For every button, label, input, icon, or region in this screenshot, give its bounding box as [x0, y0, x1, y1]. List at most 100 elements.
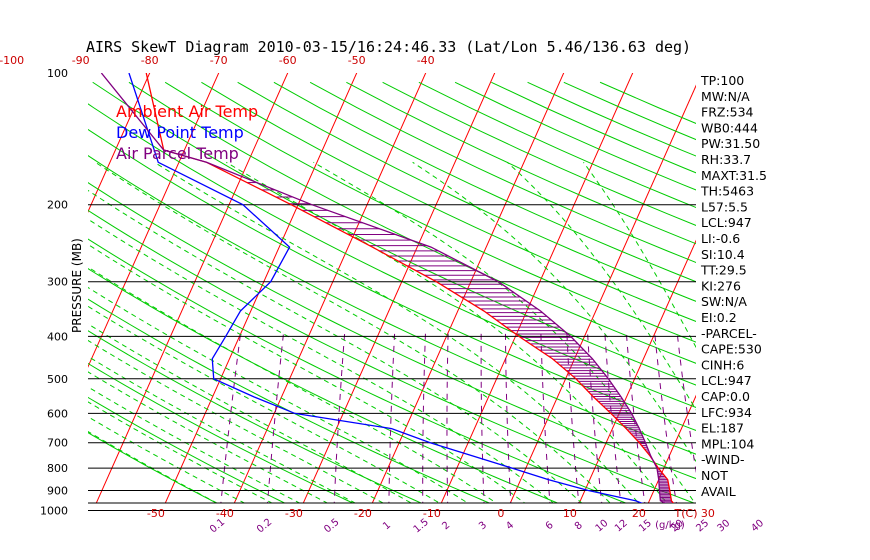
mixing-ratio-tick-label: 15 [637, 518, 654, 535]
bottom-temp-tick-label: -40 [216, 507, 234, 520]
moist-adiabat-line [88, 430, 218, 503]
top-temp-tick-label: -80 [141, 54, 159, 67]
stat-item: LFC:934 [701, 405, 752, 420]
stat-item: LCL:947 [701, 373, 752, 388]
mixing-ratio-line [504, 331, 512, 503]
mixing-ratio-line [540, 331, 551, 503]
mixing-ratio-tick-label: 8 [573, 520, 585, 533]
moist-adiabat-line [88, 189, 583, 503]
dry-adiabat-line [88, 268, 559, 503]
dry-adiabat-line [491, 81, 696, 174]
dry-adiabat-line [88, 396, 286, 503]
isotherm-line [95, 73, 289, 503]
profiles [100, 73, 675, 503]
bottom-temp-tick-label: -30 [285, 507, 303, 520]
stat-item: SI:10.4 [701, 247, 745, 262]
mixing-ratio-line [654, 331, 677, 503]
top-temp-tick-label: -70 [210, 54, 228, 67]
pressure-tick-label: 200 [47, 199, 68, 212]
pressure-tick-label: 900 [47, 484, 68, 497]
isotherm-line [88, 73, 220, 368]
dry-adiabat-line [237, 81, 696, 302]
stat-item: NOT [701, 468, 728, 483]
dry-adiabat-line [88, 298, 491, 503]
legend: Ambient Air Temp Dew Point Temp Air Parc… [116, 102, 258, 163]
mixing-ratio-tick-label: 10 [594, 518, 611, 535]
mixing-ratio-line [587, 331, 603, 503]
legend-ambient-air-temp: Ambient Air Temp [116, 102, 258, 121]
mixing-ratio-tick-label: 2 [440, 520, 452, 533]
stat-item: MW:N/A [701, 89, 750, 104]
isotherm-line [779, 63, 870, 520]
top-temp-tick-label: -100 [0, 54, 24, 67]
pressure-tick-label: 700 [47, 437, 68, 450]
bottom-temp-tick-label: -50 [147, 507, 165, 520]
moist-adiabat-line [412, 161, 696, 463]
mixing-ratio-tick-label: 0.5 [322, 517, 341, 536]
mixing-ratio-tick-label: 6 [544, 520, 556, 533]
isotherm-line [88, 73, 151, 213]
stat-item: TT:29.5 [700, 263, 747, 278]
pressure-tick-label: 800 [47, 462, 68, 475]
mixing-ratio-line [422, 331, 427, 503]
dry-adiabat-line [88, 362, 354, 503]
isotherm-line [371, 73, 565, 503]
mixing-ratio-tick-label: 25 [694, 518, 711, 535]
top-temp-tick-label: -90 [72, 54, 90, 67]
stats-panel: TP:100MW:N/AFRZ:534WB0:444PW:31.50RH:33.… [700, 73, 767, 499]
mixing-ratio-tick-label: 1 [381, 520, 393, 533]
top-temp-tick-label: -60 [279, 54, 297, 67]
mixing-ratio-tick-label: 12 [613, 518, 630, 535]
legend-dew-point-temp: Dew Point Temp [116, 123, 244, 142]
stat-item: -WIND- [701, 452, 745, 467]
stat-item: PW:31.50 [701, 136, 760, 151]
moist-adiabat-line [88, 371, 329, 503]
dry-adiabat-line [88, 182, 696, 480]
stat-item: TP:100 [700, 73, 744, 88]
bottom-temp-tick-label: 0 [497, 507, 504, 520]
dry-adiabat-line [382, 81, 696, 226]
dry-adiabat-line [346, 81, 696, 245]
series-line-dew-point-temp [128, 73, 644, 503]
pressure-tick-label: 300 [47, 276, 68, 289]
moist-adiabat-line [88, 339, 385, 503]
moist-adiabat-line [88, 286, 469, 503]
isotherm-line [0, 63, 16, 520]
isotherm-line [233, 73, 427, 503]
dry-adiabat-line [88, 155, 696, 455]
mixing-ratio-line [625, 331, 646, 503]
isotherm-line [509, 84, 696, 503]
isotherm-line [302, 73, 496, 503]
top-temp-tick-label: -40 [417, 54, 435, 67]
dry-adiabat-line [88, 238, 628, 503]
mixing-ratio-tick-label: 0.2 [255, 517, 274, 536]
stat-item: AVAIL [701, 484, 736, 499]
mixing-ratio-line [676, 331, 696, 474]
stat-item: MAXT:31.5 [701, 168, 767, 183]
pressure-tick-label: 600 [47, 407, 68, 420]
dry-adiabat-line [88, 103, 696, 408]
stat-item: MPL:104 [701, 436, 754, 451]
stat-item: WB0:444 [701, 120, 758, 135]
bottom-temp-tick-label: 20 [632, 507, 646, 520]
isotherm-line [164, 73, 358, 503]
pressure-tick-label: 500 [47, 373, 68, 386]
top-temp-tick-labels: -120-110-100-90-80-70-60-50-40 [0, 54, 435, 67]
series-line-air-parcel-temp [100, 73, 667, 503]
stat-item: LI:-0.6 [701, 231, 740, 246]
moist-adiabat-line [88, 355, 357, 503]
moist-adiabat-line [88, 401, 273, 503]
bottom-temp-tick-label: -20 [354, 507, 372, 520]
cape-hatching [246, 182, 674, 503]
dry-adiabat-line [88, 330, 423, 503]
top-temp-tick-label: -50 [348, 54, 366, 67]
stat-item: L57:5.5 [701, 199, 748, 214]
stat-item: CAPE:530 [701, 342, 762, 357]
pressure-tick-label: 1000 [40, 504, 68, 517]
bottom-temp-tick-label: -10 [423, 507, 441, 520]
mixing-ratio-line [220, 331, 242, 503]
stat-item: LCL:947 [701, 215, 752, 230]
mixing-ratio-line [333, 331, 346, 503]
moist-adiabat-line [88, 243, 526, 503]
